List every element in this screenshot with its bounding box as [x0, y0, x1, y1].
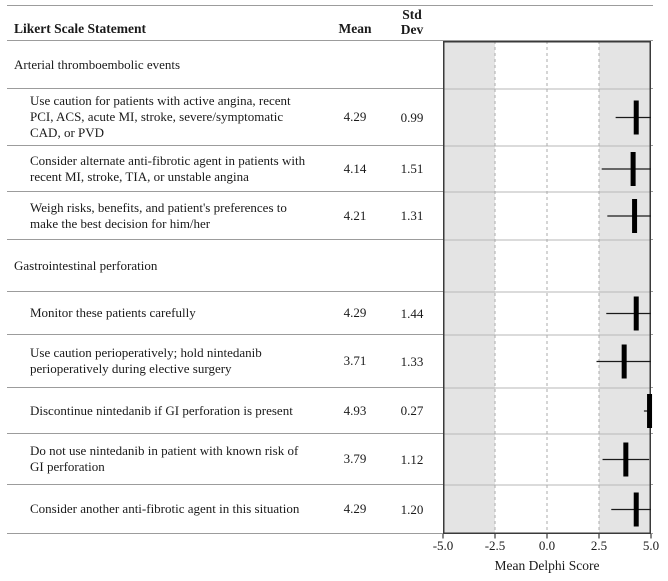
- x-tick-label: 0.0: [539, 538, 555, 553]
- x-tick-label: 2.5: [591, 538, 607, 553]
- statement-row: Discontinue nintedanib if GI perforation…: [7, 388, 653, 434]
- std-dev-value: 0.99: [400, 109, 424, 125]
- statement-text: Gastrointestinal perforation: [14, 257, 158, 273]
- std-dev-value: 1.31: [400, 208, 424, 223]
- likert-table: Likert Scale Statement Mean Std Dev Arte…: [7, 5, 653, 534]
- shaded-band: [443, 41, 495, 534]
- mean-delphi-score-chart: -5.0 -2.5 0.0 2.5 5.0 Mean Delphi Score: [433, 41, 659, 573]
- table-header: Likert Scale Statement Mean Std Dev: [7, 5, 653, 41]
- statement-text: Weigh risks, benefits, and patient's pre…: [30, 199, 287, 231]
- error-bar-mean: [633, 492, 639, 527]
- error-bar-mean: [623, 442, 629, 477]
- error-bar-mean: [621, 344, 627, 379]
- section-row: Gastrointestinal perforation: [7, 240, 653, 292]
- std-dev-value: 0.27: [400, 403, 424, 418]
- statement-row: Consider another anti-fibrotic agent in …: [7, 485, 653, 534]
- mean-value: 4.29: [343, 109, 367, 124]
- header-std-dev: Std Dev: [388, 7, 436, 37]
- std-dev-value: 1.51: [400, 161, 424, 176]
- statement-row: Monitor these patients carefully 4.29 1.44: [7, 292, 653, 335]
- header-std-line2: Dev: [400, 22, 424, 37]
- statement-row: Use caution perioperatively; hold ninted…: [7, 335, 653, 388]
- mean-value: 4.29: [343, 501, 367, 516]
- table-body: Arterial thromboembolic events Use cautio…: [7, 41, 653, 534]
- mean-value: 4.21: [343, 207, 367, 223]
- x-tick-label: -5.0: [433, 538, 454, 553]
- statement-row: Do not use nintedanib in patient with kn…: [7, 434, 653, 485]
- statement-row: Consider alternate anti-fibrotic agent i…: [7, 146, 653, 192]
- statement-text: Monitor these patients carefully: [30, 305, 196, 320]
- header-std-line1: Std: [402, 7, 422, 22]
- statement-text: Consider alternate anti-fibrotic agent i…: [30, 152, 306, 184]
- error-bar-mean: [647, 394, 653, 428]
- statement-text: Use caution perioperatively; hold ninted…: [30, 345, 262, 376]
- mean-value: 3.71: [343, 353, 367, 368]
- statement-text: Consider another anti-fibrotic agent in …: [30, 501, 300, 516]
- statement-text: Use caution for patients with active ang…: [30, 93, 291, 140]
- statement-row: Weigh risks, benefits, and patient's pre…: [7, 192, 653, 240]
- statement-text: Discontinue nintedanib if GI perforation…: [30, 402, 293, 418]
- error-bar-mean: [632, 199, 638, 233]
- std-dev-value: 1.44: [400, 305, 424, 321]
- mean-value: 4.14: [343, 160, 367, 176]
- x-axis-title: Mean Delphi Score: [495, 558, 600, 573]
- std-dev-value: 1.33: [400, 353, 424, 369]
- error-bar-mean: [633, 296, 639, 331]
- statement-text: Arterial thromboembolic events: [14, 56, 181, 72]
- header-statement: Likert Scale Statement: [14, 21, 146, 36]
- statement-row: Use caution for patients with active ang…: [7, 89, 653, 146]
- x-tick-label: -2.5: [485, 538, 506, 553]
- mean-value: 4.29: [343, 305, 367, 320]
- section-row: Arterial thromboembolic events: [7, 41, 653, 89]
- error-bar-mean: [630, 152, 636, 186]
- mean-value: 4.93: [343, 402, 367, 418]
- std-dev-value: 1.12: [400, 451, 424, 467]
- plot-border: [443, 41, 651, 534]
- std-dev-value: 1.20: [400, 501, 424, 517]
- statement-text: Do not use nintedanib in patient with kn…: [30, 443, 299, 474]
- header-mean: Mean: [338, 21, 372, 36]
- mean-value: 3.79: [343, 451, 367, 466]
- x-tick-label: 5.0: [643, 538, 659, 553]
- error-bar-mean: [633, 100, 639, 135]
